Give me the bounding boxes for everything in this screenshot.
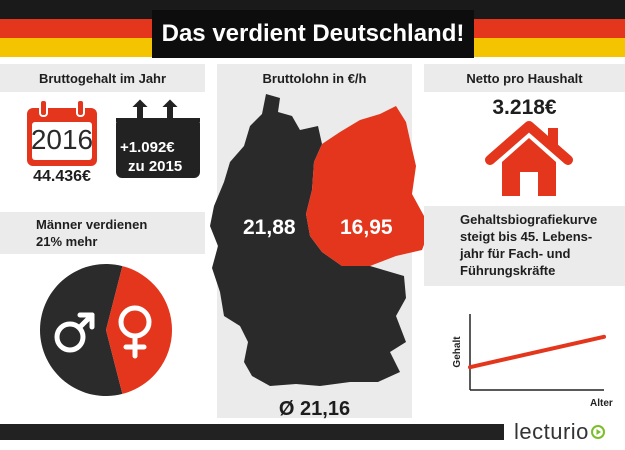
gross-label-panel — [0, 64, 205, 92]
gender-label-panel — [0, 212, 205, 254]
pie-slice-female — [106, 266, 172, 394]
page-title: Das verdient Deutschland! — [152, 10, 474, 58]
germany-map — [210, 94, 428, 386]
wage-east: 16,95 — [340, 216, 393, 239]
increase-value: +1.092€ — [120, 139, 175, 156]
map-east — [306, 106, 428, 266]
play-icon — [591, 425, 605, 439]
map-west-south — [210, 94, 406, 386]
curve-line4: Führungskräfte — [460, 263, 556, 278]
footer-bar — [0, 424, 504, 440]
increase-compare: zu 2015 — [128, 158, 183, 175]
house-icon — [485, 121, 573, 196]
female-symbol-icon — [118, 305, 152, 359]
wage-west: 21,88 — [243, 216, 296, 239]
increase-arrows-icon — [116, 98, 200, 178]
calendar-icon — [27, 99, 97, 166]
gender-label-line2: 21% mehr — [36, 234, 98, 249]
curve-line3: jahr für Fach- und — [460, 246, 571, 261]
curve-xlabel: Alter — [590, 398, 613, 409]
curve-line2: steigt bis 45. Lebens- — [460, 229, 593, 244]
male-symbol-icon — [54, 312, 95, 353]
net-amount: 3.218€ — [492, 96, 557, 119]
gross-amount: 44.436€ — [33, 168, 91, 185]
curve-line1: Gehaltsbiografiekurve — [460, 212, 598, 227]
curve-line — [468, 334, 606, 370]
net-label-panel — [424, 64, 625, 92]
gross-label: Bruttogehalt im Jahr — [38, 71, 167, 86]
wage-label: Bruttolohn in €/h — [262, 71, 367, 86]
footer-brand[interactable]: lecturio — [514, 419, 589, 444]
net-label: Netto pro Haushalt — [466, 71, 583, 86]
curve-ylabel: Gehalt — [452, 336, 463, 368]
curve-chart: Gehalt Alter — [452, 314, 613, 409]
calendar-year: 2016 — [30, 124, 94, 155]
curve-label-panel — [424, 206, 625, 286]
wage-average: Ø 21,16 — [278, 398, 351, 420]
gender-pie — [40, 264, 172, 396]
gender-label-line1: Männer verdienen — [36, 217, 148, 232]
